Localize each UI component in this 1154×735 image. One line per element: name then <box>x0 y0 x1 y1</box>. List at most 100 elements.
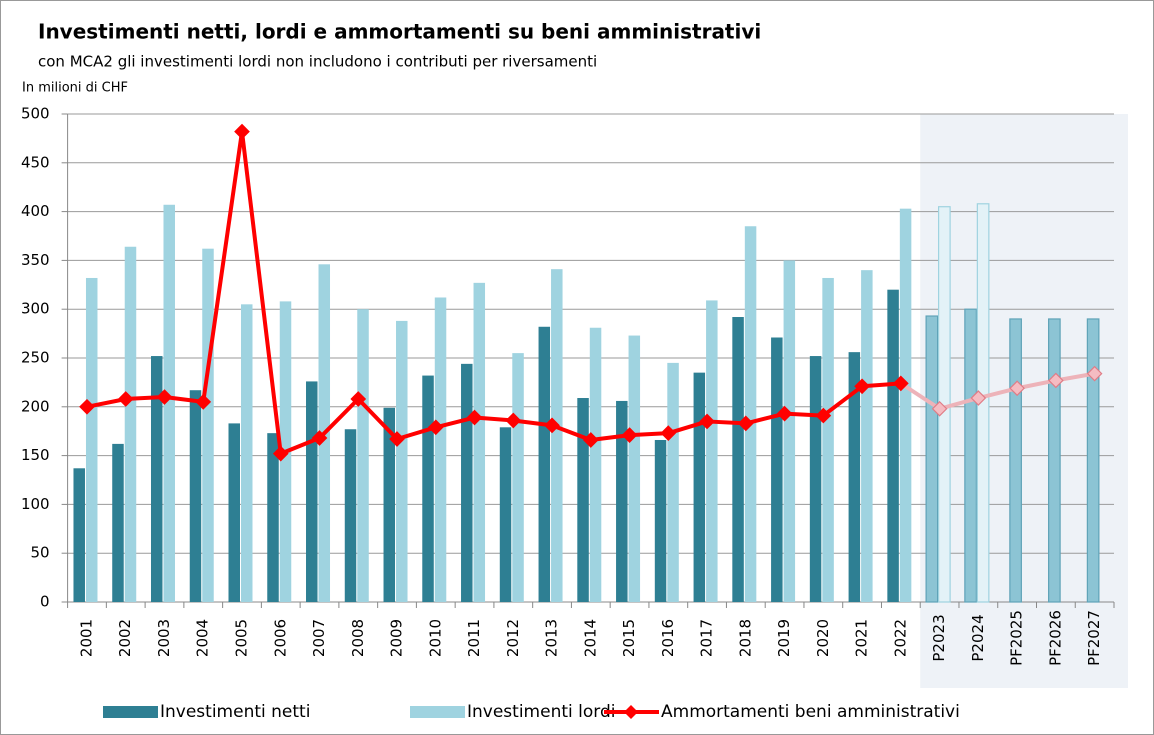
line-marker <box>117 391 134 407</box>
x-tick-label: 2006 <box>271 619 289 657</box>
x-tick-label: 2016 <box>659 619 677 657</box>
x-tick-label: 2004 <box>194 619 212 657</box>
line-marker <box>1048 372 1064 389</box>
x-tick-label: 2020 <box>814 619 832 657</box>
x-tick-label: 2009 <box>388 619 406 657</box>
y-tick-label: 200 <box>21 397 50 415</box>
bar <box>538 326 551 602</box>
x-tick-label: PF2027 <box>1085 610 1103 666</box>
bar <box>771 337 783 602</box>
x-tick-label: PF2026 <box>1046 610 1064 666</box>
line-marker <box>737 415 754 432</box>
bar <box>822 277 834 602</box>
x-tick-label: 2017 <box>698 619 716 657</box>
bar <box>461 363 473 602</box>
x-tick-label: 2018 <box>736 619 754 657</box>
line-marker <box>466 409 483 426</box>
line-marker <box>1086 365 1103 382</box>
line-marker <box>699 413 715 430</box>
x-tick-label: 2005 <box>233 619 251 657</box>
line-marker <box>79 398 95 415</box>
x-tick-label: PF2025 <box>1008 610 1026 666</box>
bar <box>887 289 899 602</box>
y-tick-label: 500 <box>21 105 50 123</box>
x-tick-label: 2019 <box>775 619 793 657</box>
x-tick-label: P2023 <box>930 614 948 661</box>
bar <box>744 226 757 603</box>
x-tick-label: 2012 <box>504 619 522 657</box>
bar <box>551 269 563 602</box>
bar <box>73 468 85 602</box>
legend-label: Ammortamenti beni amministrativi <box>661 702 960 722</box>
bar <box>163 204 175 602</box>
line-marker <box>970 390 987 406</box>
line-marker <box>234 123 250 140</box>
line-marker <box>621 427 638 443</box>
line-marker <box>776 405 793 422</box>
bar <box>344 429 357 602</box>
bar <box>1048 318 1061 603</box>
y-tick-label: 150 <box>21 446 50 464</box>
y-tick-label: 300 <box>21 300 50 318</box>
x-tick-label: P2024 <box>969 614 987 661</box>
bar <box>693 372 706 602</box>
line-marker <box>389 431 405 447</box>
bar <box>1009 318 1022 603</box>
line-marker <box>350 391 367 407</box>
bar <box>189 390 202 602</box>
bar <box>809 356 822 602</box>
x-tick-label: 2001 <box>77 619 95 657</box>
bar <box>396 320 408 602</box>
bar <box>499 427 512 602</box>
legend-marker <box>624 705 638 719</box>
y-tick-label: 400 <box>21 202 50 220</box>
x-tick-label: 2003 <box>155 619 173 657</box>
line <box>86 129 901 456</box>
y-tick-label: 250 <box>21 349 50 367</box>
chart-title: Investimenti netti, lordi e ammortamenti… <box>38 20 761 44</box>
line-marker <box>427 419 444 436</box>
bar <box>628 335 641 602</box>
bar <box>228 423 240 602</box>
bar <box>589 327 602 602</box>
bar <box>848 352 861 602</box>
bar <box>150 356 163 602</box>
bar <box>706 300 718 602</box>
x-tick-label: 2014 <box>581 619 599 657</box>
x-tick-label: 2008 <box>349 619 367 657</box>
legend-swatch <box>410 706 465 718</box>
x-tick-label: 2011 <box>465 619 483 657</box>
y-tick-label: 350 <box>21 251 50 269</box>
bar <box>1086 318 1100 603</box>
line-marker <box>892 375 909 392</box>
line-marker <box>660 425 677 442</box>
bar <box>964 308 977 603</box>
x-tick-label: 2010 <box>426 619 444 657</box>
bar <box>202 248 214 603</box>
x-tick-label: 2002 <box>116 619 134 657</box>
line-marker <box>582 432 599 448</box>
bar <box>732 317 744 602</box>
legend-swatch <box>103 706 158 718</box>
bar <box>473 282 486 602</box>
bar <box>512 353 524 602</box>
x-tick-label: 2022 <box>891 619 909 657</box>
y-tick-label: 0 <box>40 593 50 611</box>
x-tick-label: 2013 <box>543 619 561 657</box>
chart-subtitle: con MCA2 gli investimenti lordi non incl… <box>38 53 597 71</box>
bar <box>357 309 369 602</box>
bar <box>112 443 124 602</box>
line-marker <box>815 407 832 424</box>
line-marker <box>272 445 289 462</box>
line-marker <box>311 430 328 446</box>
bar <box>241 304 253 602</box>
y-tick-label: 100 <box>21 495 50 513</box>
bar <box>422 375 434 602</box>
x-tick-label: 2015 <box>620 619 638 657</box>
bar <box>861 270 873 602</box>
y-tick-label: 450 <box>21 153 50 171</box>
bar <box>667 362 679 602</box>
bar <box>783 260 796 602</box>
x-tick-label: 2007 <box>310 619 328 657</box>
bar <box>577 398 589 602</box>
